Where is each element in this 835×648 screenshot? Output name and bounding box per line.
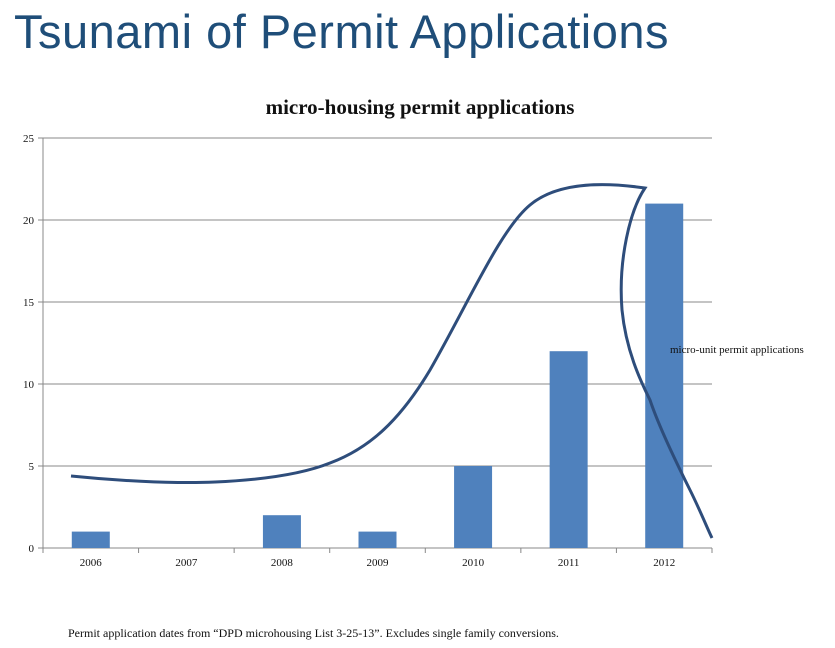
chart-annotation: micro-unit permit applications [670, 344, 804, 356]
y-tick-label: 0 [29, 543, 35, 555]
hand-drawn-trend-curve [70, 183, 714, 539]
slide-title: Tsunami of Permit Applications [14, 5, 670, 58]
x-tick-label: 2006 [80, 557, 103, 569]
bar-2012 [645, 203, 684, 548]
bar-2010 [454, 466, 493, 548]
x-tick-label: 2011 [558, 557, 580, 569]
gridlines [38, 137, 712, 467]
x-tick-label: 2007 [175, 557, 198, 569]
x-tick-labels: 2006 2007 2008 2009 2010 2011 2012 [80, 557, 675, 569]
x-tick-label: 2010 [462, 557, 485, 569]
chart-title: micro-housing permit applications [265, 95, 575, 119]
bar-2008 [262, 515, 301, 548]
y-tick-label: 5 [29, 461, 35, 473]
y-tick-labels: 0 5 10 15 20 25 [23, 133, 35, 555]
x-tick-label: 2012 [653, 557, 675, 569]
bars [71, 203, 684, 548]
bar-2009 [358, 531, 397, 548]
bar-2011 [549, 351, 588, 548]
y-tick-label: 15 [23, 297, 35, 309]
x-tick-label: 2008 [271, 557, 294, 569]
y-tick-label: 10 [23, 379, 35, 391]
axes [38, 138, 713, 553]
y-tick-label: 20 [23, 215, 35, 227]
x-tick-label: 2009 [367, 557, 390, 569]
bar-2006 [71, 531, 110, 548]
y-tick-label: 25 [23, 133, 35, 145]
footnote: Permit application dates from “DPD micro… [68, 626, 559, 640]
